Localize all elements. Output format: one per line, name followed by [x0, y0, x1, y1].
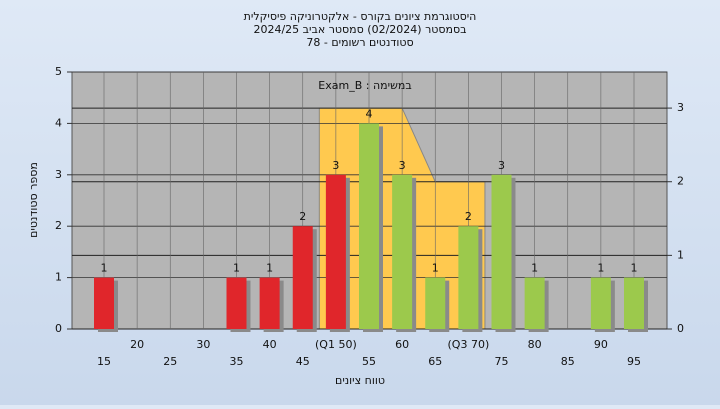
- bar: [392, 174, 413, 329]
- value-label: 3: [332, 159, 339, 172]
- x-tick-label: 40: [263, 338, 277, 351]
- value-label: 1: [597, 262, 604, 275]
- bar: [259, 277, 280, 329]
- value-label: 2: [299, 210, 306, 223]
- value-label: 1: [101, 262, 108, 275]
- x-tick-label: 30: [196, 338, 210, 351]
- x-axis-label: טווח ציונים: [335, 374, 385, 387]
- bar: [458, 226, 479, 329]
- annotation: במשימה : Exam_B: [318, 79, 411, 92]
- value-label: 1: [266, 262, 273, 275]
- value-label: 3: [399, 159, 406, 172]
- y-axis-label: מספר סטודנטים: [27, 162, 40, 238]
- y2-tick-label: 1: [677, 248, 684, 261]
- value-label: 4: [366, 107, 373, 120]
- value-label: 2: [465, 210, 472, 223]
- x-tick-label: 60: [395, 338, 409, 351]
- x-tick-label: 15: [97, 355, 111, 368]
- x-tick-label: 35: [230, 355, 244, 368]
- y-tick-label: 0: [55, 322, 62, 335]
- x-tick-label: 55: [362, 355, 376, 368]
- y-tick-label: 3: [55, 168, 62, 181]
- value-label: 1: [531, 262, 538, 275]
- x-tick-label: 45: [296, 355, 310, 368]
- value-label: 3: [498, 159, 505, 172]
- x-tick-label: (Q3 70): [448, 338, 490, 351]
- x-tick-label: 25: [163, 355, 177, 368]
- y2-tick-label: 2: [677, 175, 684, 188]
- x-tick-label: 65: [428, 355, 442, 368]
- x-tick-label: 90: [594, 338, 608, 351]
- bar: [94, 277, 114, 329]
- bar: [359, 123, 379, 330]
- bar: [325, 174, 346, 329]
- chart-subtitle: בסמסטר (02/2024) סמסטר אביב 2024/25: [253, 23, 466, 36]
- x-tick-label: (Q1 50): [315, 338, 357, 351]
- y-tick-label: 4: [55, 116, 62, 129]
- bar: [491, 174, 512, 329]
- bar: [226, 277, 247, 329]
- x-tick-label: 85: [561, 355, 575, 368]
- y-tick-label: 1: [55, 271, 62, 284]
- bar: [524, 277, 545, 329]
- chart-title: היסטוגרמת ציונים בקורס - אלקטרוניקה פיסי…: [244, 10, 477, 23]
- bar: [624, 277, 644, 329]
- y-tick-label: 2: [55, 219, 62, 232]
- bar: [590, 277, 611, 329]
- value-label: 1: [631, 262, 638, 275]
- x-tick-label: 75: [495, 355, 509, 368]
- y2-tick-label: 3: [677, 101, 684, 114]
- value-label: 1: [432, 262, 439, 275]
- y-tick-label: 5: [55, 65, 62, 78]
- bar: [425, 277, 446, 329]
- y2-tick-label: 0: [677, 322, 684, 335]
- x-tick-label: 80: [528, 338, 542, 351]
- x-tick-label: 20: [130, 338, 144, 351]
- value-label: 1: [233, 262, 240, 275]
- chart-subtitle: סטודנטים רשומים - 78: [306, 36, 413, 49]
- x-tick-label: 95: [627, 355, 641, 368]
- bar: [292, 226, 313, 329]
